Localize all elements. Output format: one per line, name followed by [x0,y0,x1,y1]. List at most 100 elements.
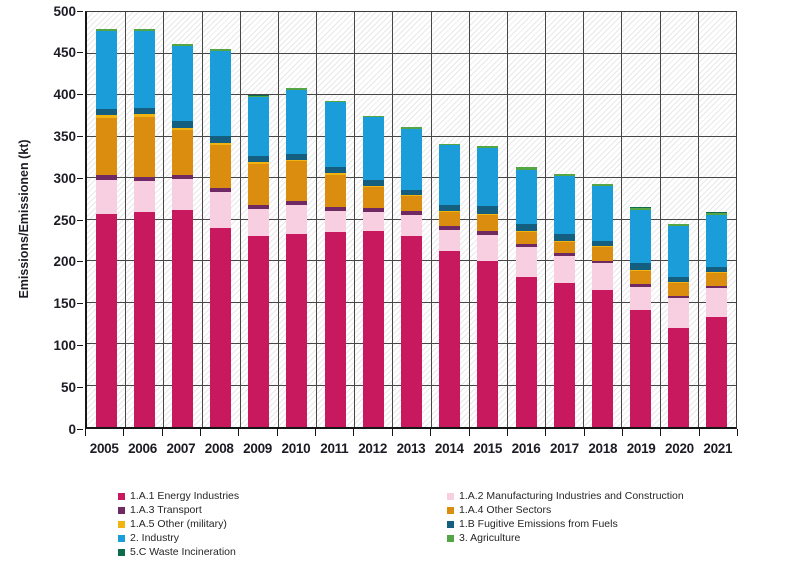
category-separator [125,12,127,427]
bar-segment [95,213,117,427]
stacked-bar-2019 [630,12,652,427]
bar-segment [706,273,728,286]
x-tick [737,429,738,436]
y-tick-label-0: 0 [68,421,76,437]
bar-segment [362,231,384,427]
bar-column-2014 [431,12,469,427]
legend-swatch-icon [118,506,125,514]
legend-label: 1.A.3 Transport [130,504,202,516]
bar-segment [362,180,384,186]
y-tick-300 [77,177,83,179]
bar-segment [171,130,193,175]
bar-segment [133,177,155,182]
legend-item: 5.C Waste Incineration [118,545,239,559]
bar-segment [553,176,575,234]
bar-segment [630,284,652,287]
y-tick-0 [77,428,83,430]
bar-segment [362,117,384,181]
y-tick-label-150: 150 [53,296,76,312]
bar-segment [439,211,461,213]
legend-swatch-icon [118,534,125,542]
bar-column-2009 [240,12,278,427]
bar-segment [630,270,652,285]
stacked-bar-2007 [171,12,193,427]
bar-segment [630,209,652,264]
x-tick [200,429,202,436]
bar-column-2011 [316,12,354,427]
bar-segment [362,208,384,213]
bar-segment [286,154,308,160]
bar-segment [248,97,270,156]
bar-segment [286,201,308,206]
legend-item: 1.A.4 Other Sectors [447,503,684,517]
legend-label: 1.A.5 Other (military) [130,518,227,530]
bar-column-2018 [583,12,621,427]
bar-segment [553,242,575,254]
bar-segment [133,212,155,427]
legend-swatch-icon [118,548,125,556]
bar-segment [439,144,461,146]
bar-segment [210,188,232,193]
bar-segment [324,207,346,212]
y-tick-label-350: 350 [53,128,76,144]
bar-column-2005 [87,12,125,427]
bar-segment [133,116,155,178]
stacked-bar-2020 [668,12,690,427]
x-tick [430,429,432,436]
bar-segment [324,102,346,168]
x-tick [315,429,317,436]
x-axis-label-2010: 2010 [281,441,311,456]
category-separator [621,12,623,427]
x-tick [698,429,700,436]
category-separator [354,12,356,427]
bar-column-2015 [469,12,507,427]
x-axis-label-2013: 2013 [396,441,426,456]
legend-item: 2. Industry [118,531,239,545]
bar-segment [630,263,652,270]
x-axis-label-2007: 2007 [166,441,196,456]
legend-item: 1.A.5 Other (military) [118,517,239,531]
y-tick-label-100: 100 [53,337,76,353]
x-tick [276,429,278,436]
bar-segment [95,30,117,109]
bar-segment [706,288,728,317]
bar-segment [324,101,346,103]
x-axis-label-2017: 2017 [549,441,579,456]
bar-column-2019 [621,12,659,427]
legend-label: 5.C Waste Incineration [130,546,236,558]
bar-segment [668,283,690,296]
bar-segment [210,192,232,229]
stacked-bar-2012 [362,12,384,427]
bar-segment [515,232,537,244]
bar-segment [668,226,690,277]
bar-segment [286,159,308,162]
y-tick-label-300: 300 [53,170,76,186]
bar-segment [324,211,346,233]
bar-segment [630,207,652,210]
x-axis-label-2012: 2012 [358,441,388,456]
bar-segment [210,136,232,143]
x-tick [621,429,623,436]
legend-label: 1.B Fugitive Emissions from Fuels [459,518,618,530]
bar-segment [210,49,232,51]
bar-segment [515,247,537,278]
bar-segment [171,128,193,131]
x-tick [391,429,393,436]
bar-segment [668,327,690,427]
stacked-bar-2016 [515,12,537,427]
bar-column-2006 [125,12,163,427]
legend-swatch-icon [447,534,454,542]
bar-segment [286,205,308,234]
bar-segment [706,272,728,274]
legend-label: 3. Agriculture [459,532,521,544]
bar-segment [591,184,613,187]
legend-item: 1.A.3 Transport [118,503,239,517]
x-axis-label-2018: 2018 [588,441,618,456]
bar-segment [477,261,499,427]
y-tick-500 [77,10,83,12]
bar-segment [668,295,690,299]
bar-segment [477,231,499,235]
category-separator [468,12,470,427]
legend-item: 1.B Fugitive Emissions from Fuels [447,517,684,531]
legend-label: 1.A.1 Energy Industries [130,490,240,502]
